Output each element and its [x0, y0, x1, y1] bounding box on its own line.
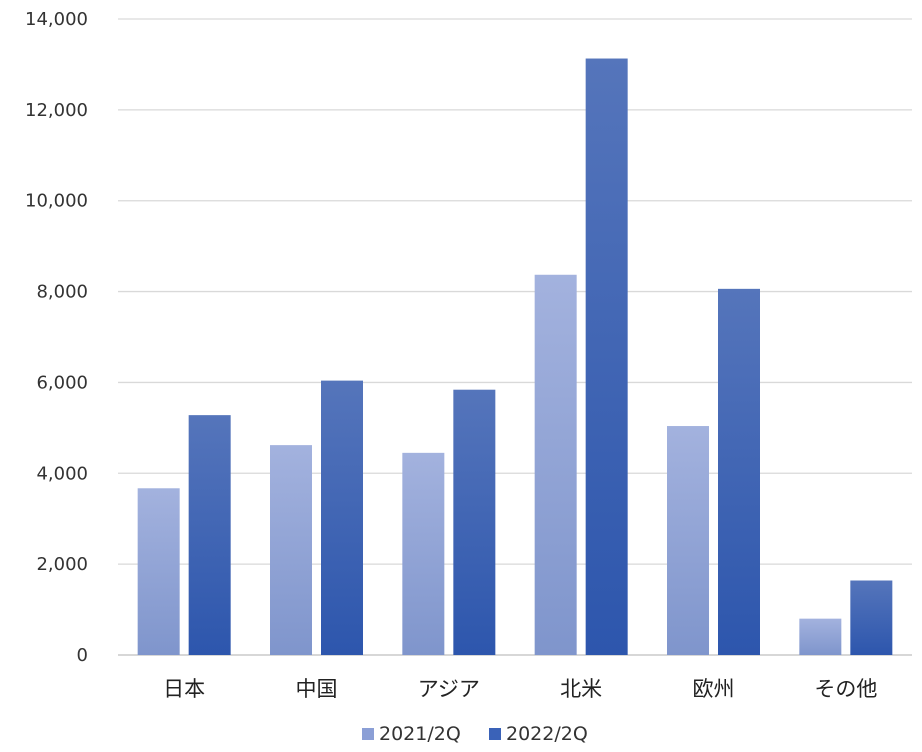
x-category-label: 日本 [163, 677, 205, 701]
bar-series-1-3 [585, 58, 628, 656]
x-category-label: 中国 [296, 677, 338, 701]
y-axis-ticks: 0 2,000 4,000 6,000 8,000 10,000 12,000 14,000 [25, 9, 88, 666]
y-tick-label: 12,000 [25, 100, 88, 121]
y-tick-label: 2,000 [36, 554, 88, 575]
y-tick-label: 8,000 [36, 282, 88, 303]
x-category-label: 北米 [560, 677, 602, 701]
bars [137, 58, 893, 656]
x-category-label: その他 [814, 677, 877, 701]
bar-series-1-4 [718, 288, 760, 655]
y-tick-label: 14,000 [25, 9, 88, 30]
bar-series-1-0 [188, 415, 231, 655]
bar-series-1-5 [850, 580, 893, 655]
legend: 2021/2Q 2022/2Q [362, 723, 588, 745]
bar-series-1-1 [321, 380, 363, 655]
x-category-label: 欧州 [693, 677, 735, 701]
bar-series-1-2 [453, 389, 496, 655]
x-category-label: アジア [418, 677, 480, 701]
x-axis-categories: 日本 中国 アジア 北米 欧州 その他 [163, 677, 877, 701]
bar-series-0-1 [270, 445, 312, 655]
bar-series-0-0 [137, 488, 180, 655]
legend-label: 2022/2Q [506, 723, 588, 745]
legend-swatch [489, 728, 501, 740]
bar-series-0-4 [667, 426, 709, 655]
bar-series-0-5 [799, 618, 842, 655]
legend-label: 2021/2Q [379, 723, 461, 745]
y-tick-label: 6,000 [36, 372, 88, 393]
y-tick-label: 4,000 [36, 463, 88, 484]
gridlines [118, 18, 912, 656]
legend-swatch [362, 728, 374, 740]
bar-series-0-3 [534, 274, 577, 655]
y-tick-label: 10,000 [25, 191, 88, 212]
y-tick-label: 0 [77, 645, 88, 666]
bar-series-0-2 [402, 452, 445, 655]
